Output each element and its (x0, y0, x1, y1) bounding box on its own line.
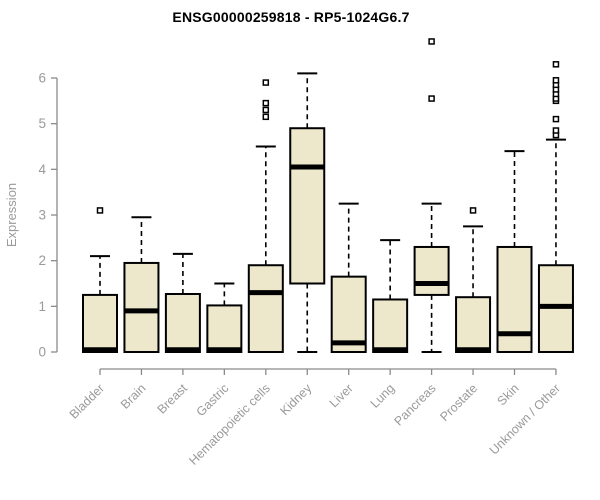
x-tick-label-prostate: Prostate (437, 381, 480, 424)
box-brain (123, 261, 160, 354)
outlier-hematopoietic-cells (262, 106, 270, 114)
outlier-unknown-other (552, 127, 560, 134)
outlier-bladder (96, 207, 104, 214)
x-tick-label-liver: Liver (327, 381, 356, 410)
x-tick-label-gastric: Gastric (194, 381, 232, 419)
y-axis-title: Expression (4, 183, 19, 247)
y-tick-label: 4 (38, 162, 46, 177)
x-tick-label-skin: Skin (495, 381, 522, 408)
box-breast (164, 293, 201, 353)
outlier-unknown-other (552, 115, 560, 123)
box-lung (372, 298, 409, 354)
y-tick-label: 1 (38, 299, 46, 314)
y-tick-label: 6 (38, 71, 46, 86)
box-bladder (82, 293, 118, 353)
outlier-unknown-other (552, 61, 560, 68)
chart-title: ENSG00000259818 - RP5-1024G6.7 (172, 9, 410, 25)
outlier-pancreas (428, 38, 435, 45)
box-prostate (455, 296, 492, 354)
x-tick-label-lung: Lung (368, 381, 398, 411)
box-liver (330, 275, 367, 353)
outlier-pancreas (428, 95, 435, 102)
outlier-hematopoietic-cells (262, 79, 270, 86)
x-tick-label-unknown-other: Unknown / Other (487, 381, 563, 457)
y-tick-label: 3 (38, 208, 46, 223)
x-tick-label-brain: Brain (118, 381, 149, 412)
x-tick-label-pancreas: Pancreas (391, 381, 438, 428)
outlier-prostate (469, 207, 477, 214)
x-tick-label-hematopoietic-cells: Hematopoietic cells (186, 381, 273, 468)
x-tick-label-kidney: Kidney (277, 381, 314, 418)
outlier-hematopoietic-cells (262, 113, 270, 121)
x-tick-label-bladder: Bladder (67, 381, 107, 421)
outlier-hematopoietic-cells (262, 99, 270, 107)
box-hematopoietic-cells (247, 264, 284, 354)
y-tick-label: 0 (38, 345, 46, 360)
y-tick-label: 5 (38, 116, 46, 131)
outlier-unknown-other (552, 77, 560, 84)
box-gastric (206, 304, 243, 354)
box-pancreas (413, 245, 450, 296)
box-kidney (289, 127, 326, 285)
box-skin (496, 245, 533, 353)
y-tick-label: 2 (38, 253, 46, 268)
x-tick-label-breast: Breast (155, 381, 191, 417)
